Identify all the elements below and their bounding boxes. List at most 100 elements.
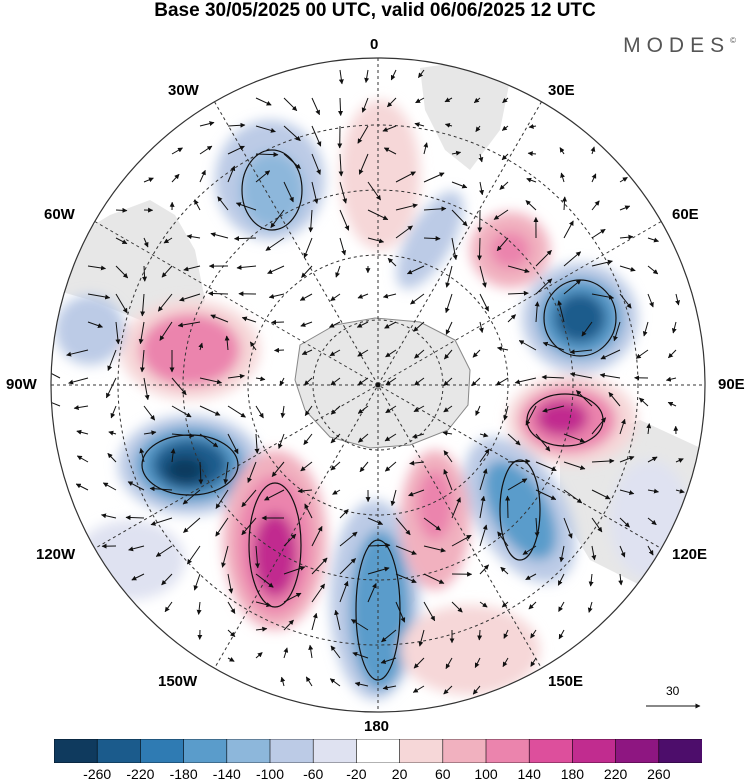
wind-arrow bbox=[217, 196, 229, 211]
wind-arrow bbox=[608, 392, 621, 407]
lon-label-60w: 60W bbox=[44, 206, 75, 223]
wind-arrow bbox=[479, 601, 488, 608]
wind-arrow bbox=[413, 321, 425, 332]
wind-arrow bbox=[264, 489, 285, 501]
wind-arrow bbox=[170, 448, 176, 463]
wind-arrow bbox=[497, 531, 509, 547]
wind-arrow bbox=[199, 145, 213, 155]
wind-arrow bbox=[339, 509, 349, 519]
wind-arrow bbox=[619, 545, 626, 558]
lon-label-90w: 90W bbox=[6, 376, 37, 393]
wind-arrow bbox=[198, 342, 204, 351]
wind-arrow bbox=[115, 265, 129, 279]
lon-label-30w: 30W bbox=[168, 82, 199, 99]
wind-arrow bbox=[442, 430, 453, 436]
circulation-loop bbox=[499, 459, 541, 561]
wind-arrow bbox=[518, 340, 537, 351]
wind-arrow bbox=[647, 456, 658, 463]
wind-arrow bbox=[329, 678, 341, 687]
reference-vector-label: 30 bbox=[666, 684, 680, 698]
wind-arrow bbox=[665, 376, 677, 382]
wind-arrow bbox=[227, 657, 235, 662]
wind-arrow bbox=[591, 545, 597, 561]
colorbar-tick-label: -100 bbox=[255, 766, 285, 782]
wind-arrow bbox=[338, 153, 344, 177]
wind-arrow bbox=[299, 293, 313, 301]
wind-arrow bbox=[339, 181, 348, 204]
wind-arrow bbox=[530, 629, 537, 639]
wind-arrow bbox=[283, 565, 306, 575]
wind-arrow bbox=[647, 237, 659, 243]
wind-arrow bbox=[383, 147, 397, 155]
wind-arrow bbox=[474, 657, 481, 668]
wind-arrow bbox=[445, 321, 453, 335]
wind-arrow bbox=[329, 349, 341, 357]
wind-arrow bbox=[227, 433, 239, 455]
circulation-loop bbox=[543, 279, 617, 357]
wind-arrow bbox=[647, 293, 654, 308]
wind-arrow bbox=[542, 405, 565, 413]
wind-arrow bbox=[183, 517, 201, 533]
wind-arrow bbox=[143, 377, 150, 401]
circulation-loop bbox=[248, 482, 302, 608]
wind-arrow bbox=[479, 293, 489, 312]
wind-arrow bbox=[563, 489, 583, 504]
wind-arrow bbox=[395, 545, 417, 555]
wind-arrow bbox=[157, 293, 173, 312]
wind-arrow bbox=[477, 629, 483, 641]
circulation-loop bbox=[141, 434, 239, 496]
wind-arrow bbox=[444, 349, 453, 360]
wind-arrow bbox=[311, 525, 323, 547]
wind-arrow bbox=[101, 513, 117, 519]
wind-arrow bbox=[385, 405, 397, 414]
wind-arrow bbox=[338, 97, 344, 116]
wind-arrow bbox=[254, 433, 260, 454]
wind-arrow bbox=[563, 251, 582, 267]
wind-arrow bbox=[499, 181, 509, 190]
pole-marker bbox=[375, 382, 381, 388]
wind-arrow bbox=[443, 450, 453, 463]
africa-land bbox=[420, 60, 510, 170]
wind-arrow bbox=[330, 293, 341, 302]
wind-arrow bbox=[208, 291, 229, 297]
wind-arrow bbox=[535, 489, 557, 500]
wind-arrow bbox=[535, 278, 553, 295]
wind-arrow bbox=[445, 657, 453, 670]
wind-arrow bbox=[528, 601, 537, 610]
map-title: Base 30/05/2025 00 UTC, valid 06/06/2025… bbox=[154, 0, 596, 21]
wind-arrow bbox=[199, 377, 222, 385]
wind-arrow bbox=[274, 347, 285, 353]
wind-arrow bbox=[423, 573, 445, 584]
wind-arrow bbox=[339, 558, 356, 575]
wind-arrow bbox=[367, 566, 390, 575]
wind-arrow bbox=[234, 236, 257, 242]
lon-label-30e: 30E bbox=[548, 82, 575, 99]
colorbar-swatch bbox=[96, 739, 142, 763]
wind-arrow bbox=[384, 321, 397, 329]
colorbar-tick-label: 140 bbox=[517, 766, 541, 782]
wind-arrow bbox=[249, 341, 257, 351]
wind-arrow bbox=[303, 377, 313, 386]
wind-arrow bbox=[671, 321, 677, 334]
wind-arrow bbox=[254, 545, 260, 569]
wind-arrow bbox=[301, 265, 313, 278]
wind-arrow bbox=[390, 489, 397, 507]
wind-arrow bbox=[478, 153, 484, 163]
wind-arrow bbox=[507, 433, 521, 446]
wind-arrow bbox=[395, 203, 418, 211]
wind-arrow bbox=[311, 125, 322, 147]
wind-arrow bbox=[155, 545, 173, 557]
wind-arrow bbox=[507, 265, 530, 274]
wind-arrow bbox=[591, 259, 613, 267]
wind-arrow bbox=[241, 517, 257, 536]
wind-arrow bbox=[161, 265, 173, 278]
wind-arrow bbox=[591, 173, 597, 183]
wind-arrow bbox=[395, 517, 411, 536]
wind-arrow bbox=[599, 372, 621, 379]
brand-logo: MODES© bbox=[623, 34, 736, 57]
wind-arrow bbox=[493, 209, 509, 220]
wind-arrow bbox=[642, 321, 649, 337]
wind-arrow bbox=[271, 319, 285, 325]
wind-arrow bbox=[283, 619, 294, 631]
wind-arrow bbox=[451, 150, 462, 156]
